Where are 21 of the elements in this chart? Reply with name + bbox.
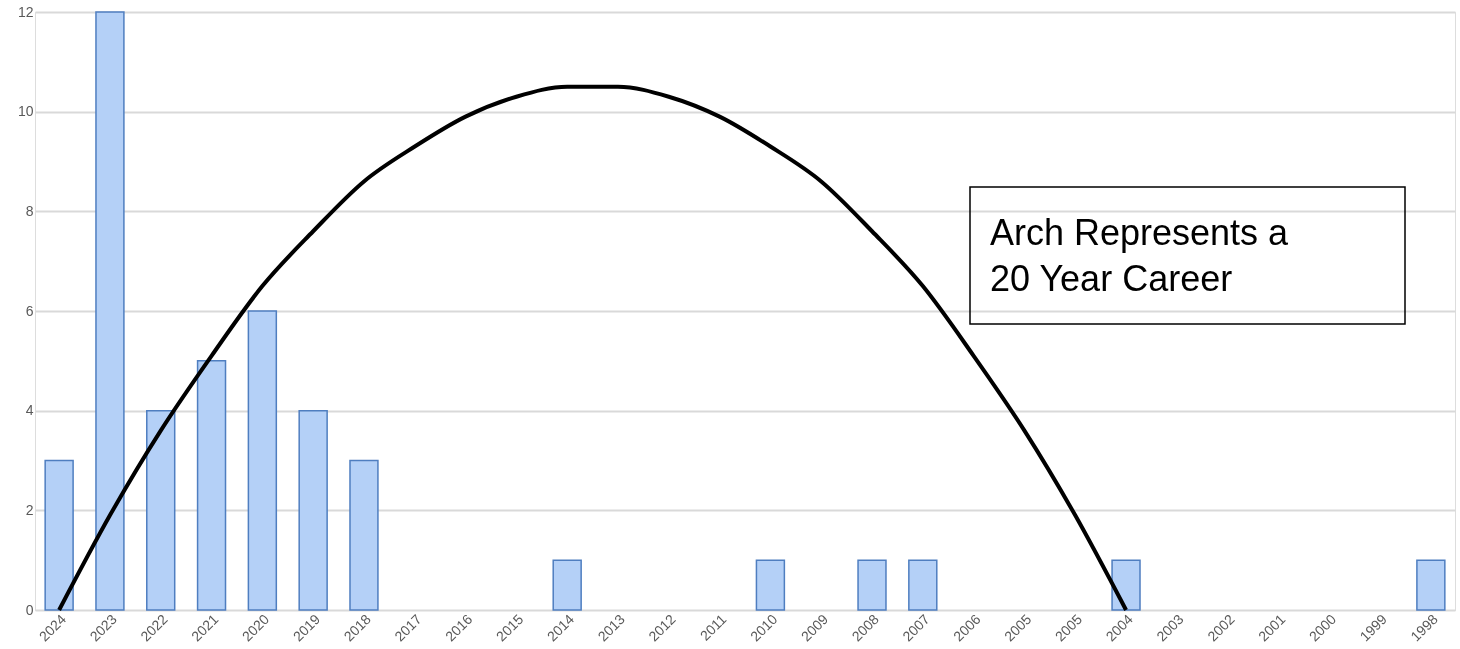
bar [857, 559, 887, 611]
y-tick-label: 10 [17, 103, 34, 120]
y-tick-label: 2 [25, 501, 34, 518]
bar [1111, 559, 1141, 611]
bar [298, 409, 328, 611]
bar [755, 559, 786, 611]
y-tick-label: 6 [25, 302, 34, 319]
bar [44, 459, 74, 611]
bar [908, 559, 938, 611]
bar [552, 559, 582, 611]
bar [196, 360, 227, 611]
bar [146, 409, 176, 611]
y-tick-label: 12 [17, 3, 34, 20]
bar [247, 310, 278, 611]
y-tick-label: 4 [25, 402, 34, 419]
y-tick-label: 0 [25, 601, 34, 618]
bar [1416, 559, 1446, 611]
bar [349, 459, 379, 611]
y-tick-label: 8 [25, 202, 34, 219]
bar [95, 11, 125, 611]
annotation: Arch Represents a 20 Year Career [990, 212, 1290, 299]
